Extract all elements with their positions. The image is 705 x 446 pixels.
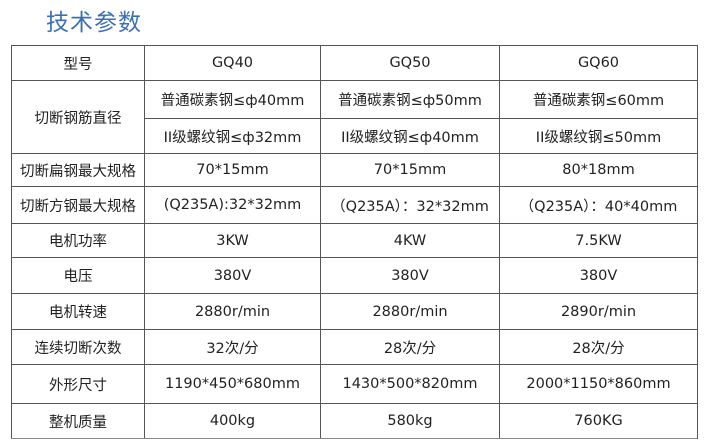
page-title: 技术参数: [46, 10, 142, 36]
cell: 2880r/min: [320, 293, 500, 330]
model-gq40: GQ40: [144, 45, 321, 81]
spec-table: 型号 GQ40 GQ50 GQ60 切断钢筋直径 普通碳素钢≤ф40mm 普通碳…: [11, 45, 698, 439]
table-row: 电压 380V 380V 380V: [11, 257, 698, 294]
cell: （Q235A）：32*32mm: [320, 186, 500, 224]
cell: 380V: [499, 257, 698, 294]
row-label: 连续切断次数: [11, 329, 145, 365]
cell: 1430*500*820mm: [320, 364, 500, 404]
cell: 70*15mm: [144, 153, 321, 187]
header-row: 型号 GQ40 GQ50 GQ60: [11, 45, 698, 81]
cell: (Q235A):32*32mm: [144, 186, 321, 224]
cell: 7.5KW: [499, 223, 698, 258]
table-bottom-rule: [11, 438, 697, 439]
row-label: 电机转速: [11, 293, 145, 330]
row-label: 外形尺寸: [11, 364, 145, 404]
table-row: 外形尺寸 1190*450*680mm 1430*500*820mm 2000*115…: [11, 364, 698, 404]
cell: 32次/分: [144, 329, 321, 365]
cell: 普通碳素钢≤ф40mm: [144, 80, 321, 119]
cell: 3KW: [144, 223, 321, 258]
cell: 2000*1150*860mm: [499, 364, 698, 404]
row-label: 整机质量: [11, 403, 145, 439]
table-row: 电机转速 2880r/min 2880r/min 2890r/min: [11, 293, 698, 330]
cell: 380V: [144, 257, 321, 294]
table-row: II级螺纹钢≤ф32mm II级螺纹钢≤ф40mm II级螺纹钢≤50mm: [12, 118, 698, 154]
table-row: 切断扁钢最大规格 70*15mm 70*15mm 80*18mm: [11, 153, 698, 187]
header-label: 型号: [11, 45, 145, 81]
cell: 4KW: [320, 223, 500, 258]
table-row: 切断方钢最大规格 (Q235A):32*32mm （Q235A）：32*32mm （Q…: [11, 186, 698, 224]
cell: II级螺纹钢≤ф40mm: [320, 118, 500, 154]
cell: II级螺纹钢≤ф32mm: [144, 118, 321, 154]
cell: （Q235A）：40*40mm: [499, 186, 698, 224]
cell: 普通碳素钢≤ф50mm: [320, 80, 500, 119]
table-row: 电机功率 3KW 4KW 7.5KW: [11, 223, 698, 258]
cell: 28次/分: [499, 329, 698, 365]
cell: 380V: [320, 257, 500, 294]
cell: 普通碳素钢≤60mm: [499, 80, 698, 119]
cell: 580kg: [320, 403, 500, 439]
cell: 1190*450*680mm: [144, 364, 321, 404]
row-label: 电压: [11, 257, 145, 294]
table-row: 连续切断次数 32次/分 28次/分 28次/分: [11, 329, 698, 365]
model-gq50: GQ50: [320, 45, 500, 81]
cell: 760KG: [499, 403, 698, 439]
table-row: 整机质量 400kg 580kg 760KG: [11, 403, 698, 439]
model-gq60: GQ60: [499, 45, 698, 81]
cell: 2880r/min: [144, 293, 321, 330]
table-row: 切断钢筋直径 普通碳素钢≤ф40mm 普通碳素钢≤ф50mm 普通碳素钢≤60m…: [11, 80, 698, 154]
cell: 2890r/min: [499, 293, 698, 330]
cell: 400kg: [144, 403, 321, 439]
row-label: 切断方钢最大规格: [11, 186, 145, 224]
cell: 70*15mm: [320, 153, 500, 187]
cell: 28次/分: [320, 329, 500, 365]
row-label: 切断扁钢最大规格: [11, 153, 145, 187]
row-label: 电机功率: [11, 223, 145, 258]
cell: 80*18mm: [499, 153, 698, 187]
cell: II级螺纹钢≤50mm: [499, 118, 698, 154]
row-label: 切断钢筋直径: [11, 80, 145, 154]
